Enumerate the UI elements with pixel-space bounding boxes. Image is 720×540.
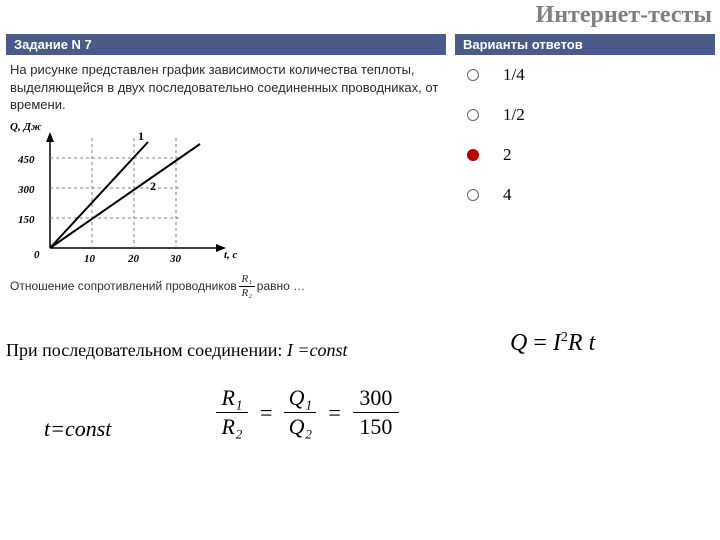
page-title: Интернет-тесты — [536, 2, 712, 29]
ratio-fraction: R₁ R₂ — [239, 274, 255, 299]
answer-label: 1/2 — [503, 105, 525, 125]
question-panel: Задание N 7 На рисунке представлен графи… — [6, 34, 446, 301]
solution-tconst: t=const — [44, 416, 111, 442]
svg-text:450: 450 — [17, 154, 35, 166]
svg-text:150: 150 — [18, 214, 35, 226]
joule-law-formula: Q = I2R t — [510, 330, 595, 357]
frac-Q: Q₁ Q₂ — [284, 386, 316, 439]
svg-text:2: 2 — [150, 179, 156, 193]
answers-header: Варианты ответов — [455, 34, 715, 55]
solution-fraction-equation: R₁ R₂ = Q₁ Q₂ = 300 150 — [210, 386, 405, 439]
heat-time-chart: Q, Дж 450 300 150 0 10 20 30 — [10, 118, 250, 268]
svg-text:30: 30 — [169, 253, 182, 265]
chart-x-label: t, c — [224, 249, 238, 261]
answer-option-0[interactable]: 1/4 — [455, 55, 715, 95]
svg-text:0: 0 — [34, 249, 40, 261]
answers-panel: Варианты ответов 1/4 1/2 2 4 — [455, 34, 715, 215]
ratio-statement: Отношение сопротивлений проводников R₁ R… — [6, 268, 446, 301]
answer-option-1[interactable]: 1/2 — [455, 95, 715, 135]
chart-y-label: Q, Дж — [10, 121, 42, 133]
radio-icon[interactable] — [467, 189, 479, 201]
frac-R: R₁ R₂ — [216, 386, 248, 439]
svg-text:10: 10 — [84, 253, 96, 265]
radio-icon-selected[interactable] — [467, 149, 479, 161]
radio-icon[interactable] — [467, 69, 479, 81]
solution-series-note: При последовательном соединении: I =cons… — [6, 340, 348, 361]
answer-label: 4 — [503, 185, 512, 205]
answer-option-3[interactable]: 4 — [455, 175, 715, 215]
svg-text:20: 20 — [127, 253, 140, 265]
chart-series-2 — [50, 144, 200, 248]
answer-label: 1/4 — [503, 65, 525, 85]
frac-numeric: 300 150 — [353, 386, 399, 439]
question-header: Задание N 7 — [6, 34, 446, 55]
answer-label: 2 — [503, 145, 512, 165]
answer-option-2[interactable]: 2 — [455, 135, 715, 175]
svg-text:300: 300 — [17, 184, 35, 196]
svg-text:1: 1 — [138, 129, 144, 143]
radio-icon[interactable] — [467, 109, 479, 121]
question-text: На рисунке представлен график зависимост… — [6, 55, 446, 118]
